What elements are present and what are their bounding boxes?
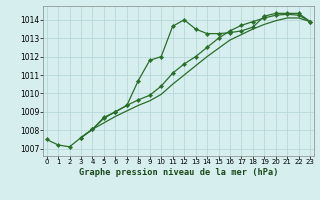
X-axis label: Graphe pression niveau de la mer (hPa): Graphe pression niveau de la mer (hPa) xyxy=(79,168,278,177)
